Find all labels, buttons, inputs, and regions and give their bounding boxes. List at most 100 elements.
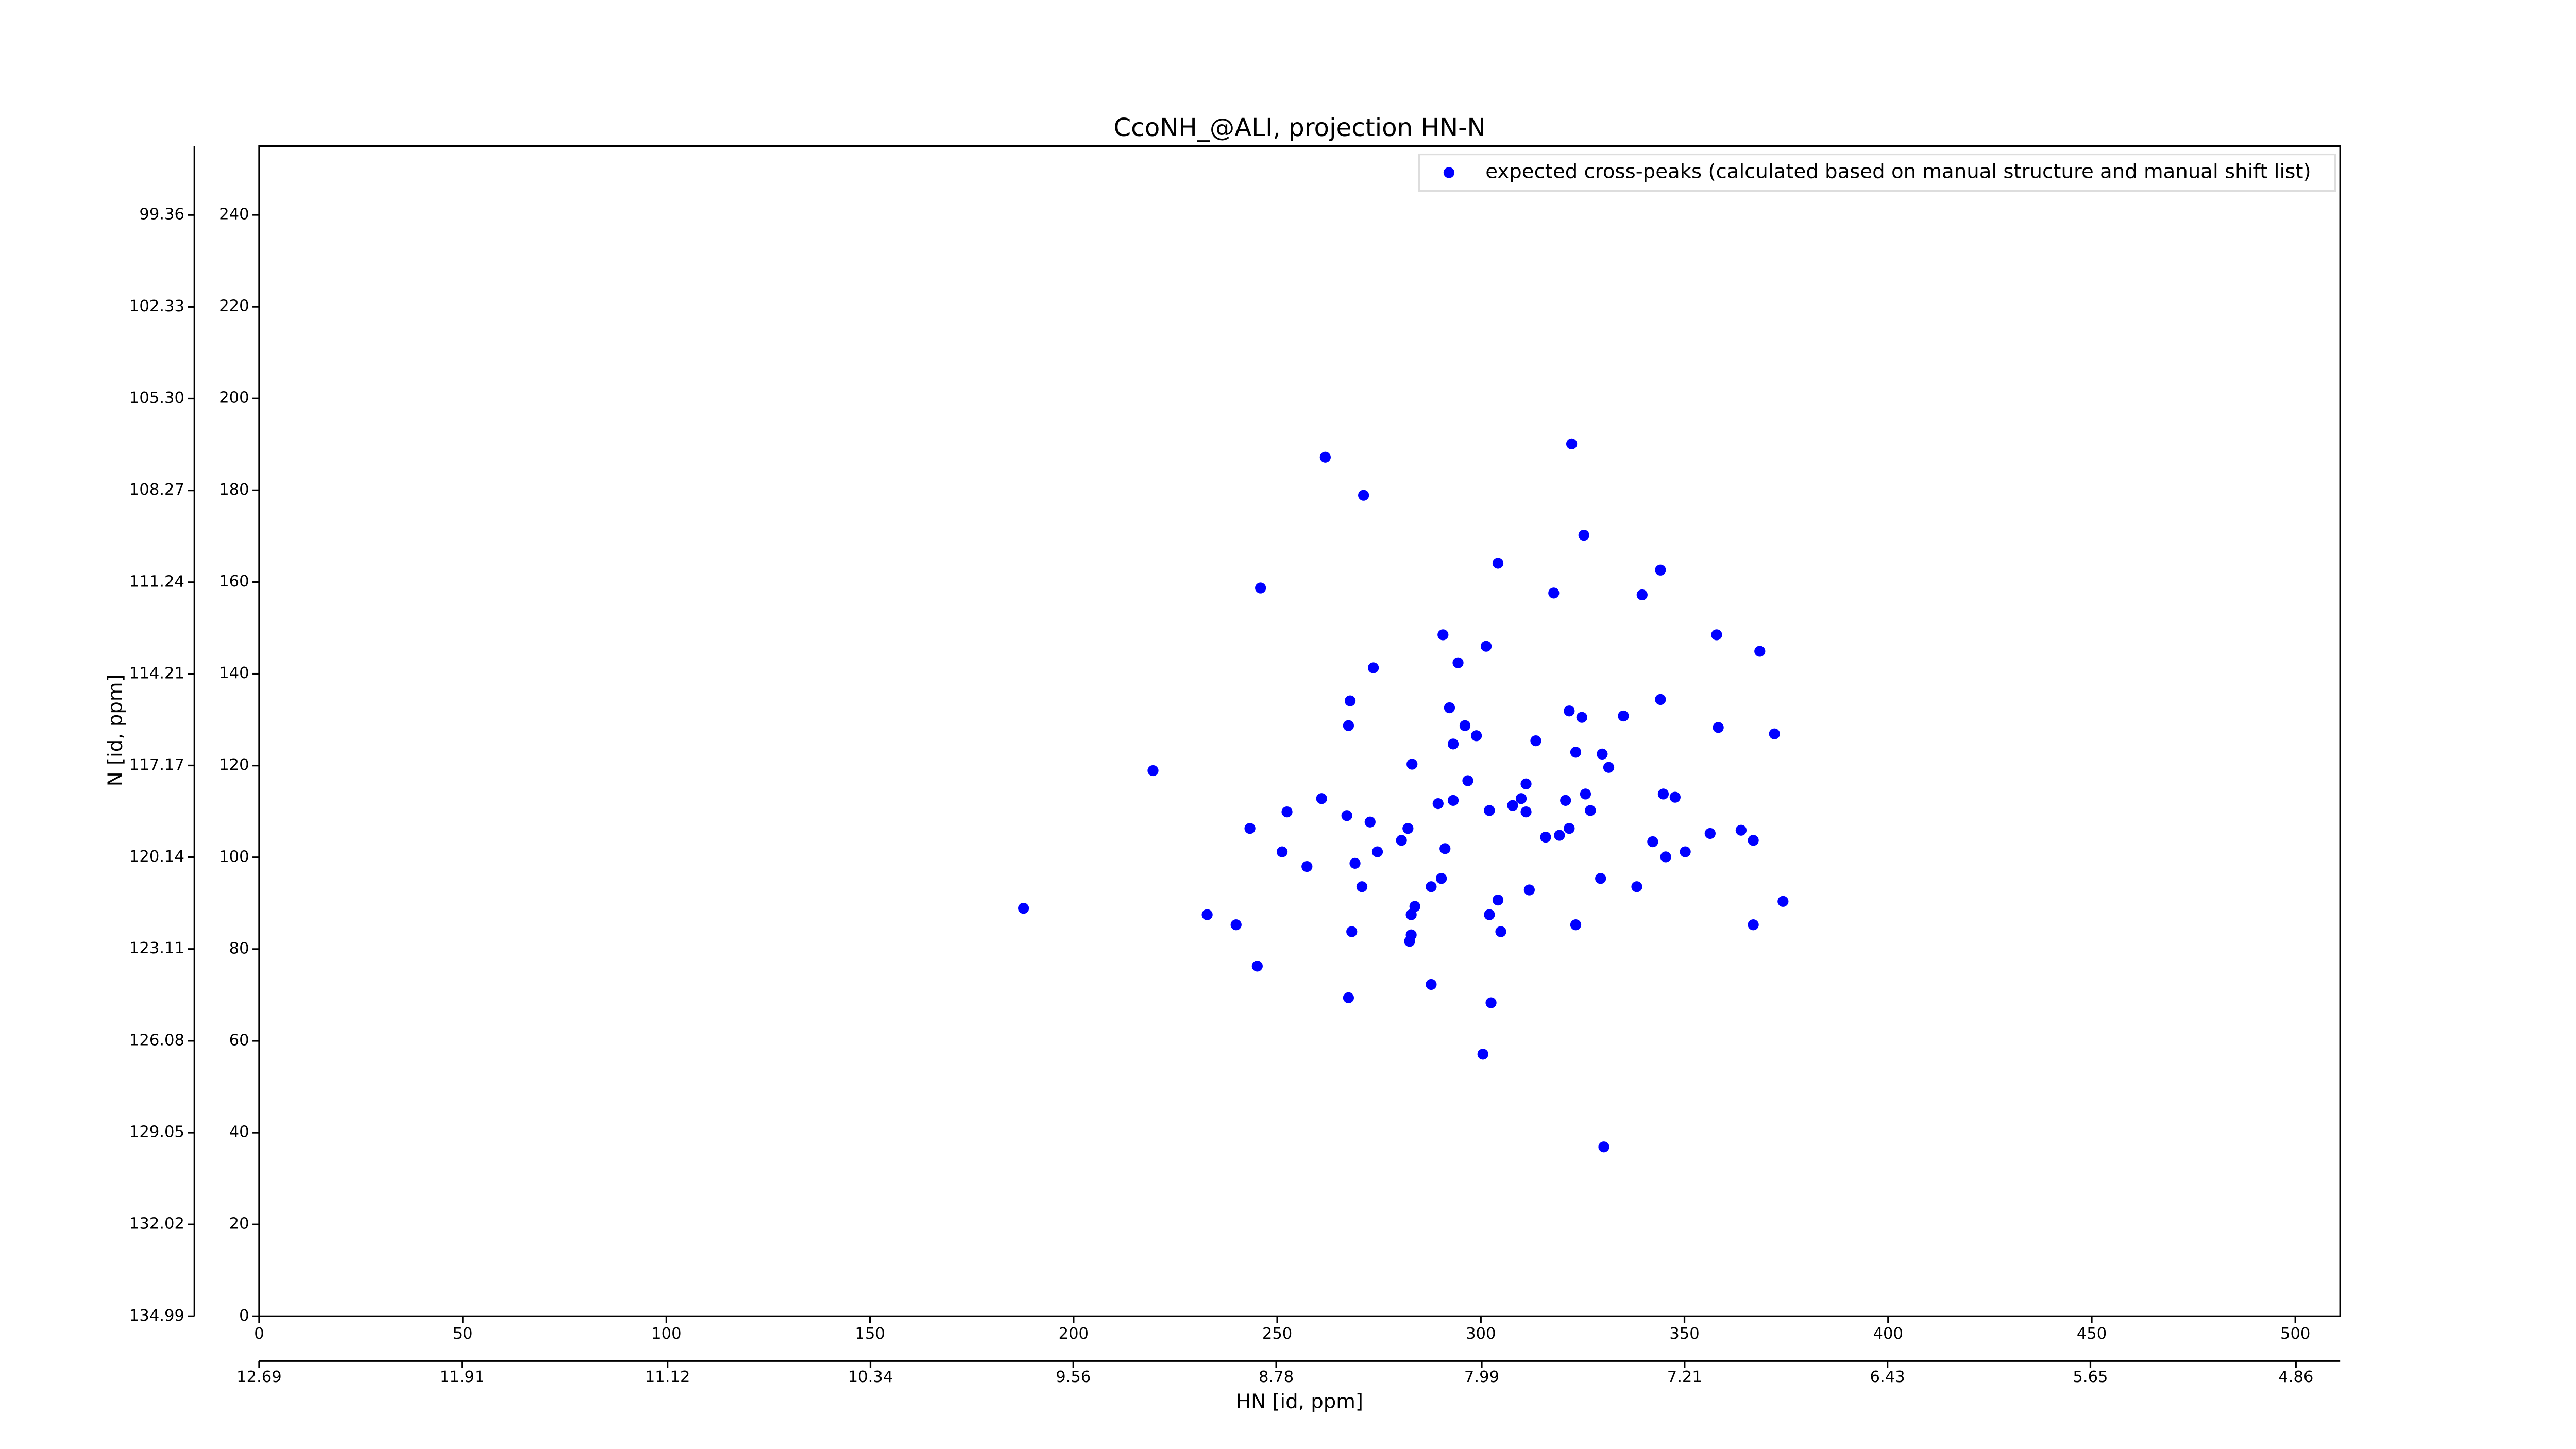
cross-peak bbox=[1748, 835, 1759, 846]
cross-peak bbox=[1597, 748, 1608, 760]
x-tick-label: 400 bbox=[1873, 1325, 1903, 1343]
cross-peak bbox=[1554, 830, 1565, 841]
y-tick-label: 40 bbox=[229, 1123, 249, 1141]
cross-peak bbox=[1396, 835, 1407, 846]
cross-peak bbox=[1346, 926, 1358, 937]
cross-peak bbox=[1495, 926, 1506, 937]
y2-tick-label: 120.14 bbox=[129, 848, 184, 866]
cross-peak bbox=[1404, 936, 1415, 947]
plot-area bbox=[258, 145, 2341, 1317]
y2-tick-label: 123.11 bbox=[129, 939, 184, 957]
cross-peak bbox=[1147, 765, 1159, 777]
cross-peak bbox=[1769, 728, 1780, 739]
cross-peak bbox=[1660, 851, 1671, 863]
x2-tick-label: 7.21 bbox=[1667, 1368, 1702, 1386]
cross-peak bbox=[1255, 582, 1266, 594]
x-tick-label: 50 bbox=[453, 1325, 473, 1343]
cross-peak bbox=[1680, 846, 1691, 857]
cross-peak bbox=[1244, 823, 1256, 834]
cross-peak bbox=[1356, 881, 1368, 892]
cross-peak bbox=[1598, 1141, 1609, 1153]
cross-peak bbox=[1462, 775, 1473, 786]
x-axis-label: HN [id, ppm] bbox=[1236, 1390, 1363, 1413]
cross-peak bbox=[1655, 694, 1666, 705]
x2-tick-label: 4.86 bbox=[2278, 1368, 2313, 1386]
cross-peak bbox=[1704, 828, 1716, 839]
y-tick-label: 180 bbox=[219, 481, 249, 499]
cross-peak bbox=[1358, 490, 1369, 501]
y2-tick-label: 105.30 bbox=[129, 389, 184, 407]
cross-peak bbox=[1580, 788, 1591, 800]
x2-tick-label: 9.56 bbox=[1056, 1368, 1091, 1386]
y2-tick-label: 132.02 bbox=[129, 1215, 184, 1233]
cross-peak bbox=[1344, 695, 1356, 706]
cross-peak bbox=[1777, 896, 1789, 907]
y-tick-label: 100 bbox=[219, 848, 249, 866]
y-tick-label: 20 bbox=[229, 1215, 249, 1233]
x-tick-label: 300 bbox=[1466, 1325, 1496, 1343]
y2-tick-label: 99.36 bbox=[139, 206, 184, 224]
cross-peak bbox=[1251, 961, 1263, 972]
cross-peak bbox=[1437, 629, 1449, 641]
cross-peak bbox=[1636, 589, 1648, 601]
cross-peak bbox=[1341, 810, 1352, 821]
cross-peak bbox=[1657, 788, 1669, 800]
cross-peak bbox=[1444, 702, 1455, 714]
cross-peak bbox=[1409, 901, 1420, 912]
cross-peak bbox=[1447, 795, 1459, 806]
cross-peak bbox=[1564, 823, 1575, 834]
x2-tick-label: 12.69 bbox=[236, 1368, 282, 1386]
cross-peak bbox=[1439, 843, 1451, 854]
cross-peak bbox=[1492, 894, 1504, 906]
cross-peak bbox=[1402, 823, 1414, 834]
cross-peak bbox=[1480, 641, 1492, 652]
y-tick-label: 160 bbox=[219, 572, 249, 591]
cross-peak bbox=[1520, 778, 1532, 789]
y2-tick-label: 108.27 bbox=[129, 481, 184, 499]
cross-peak bbox=[1319, 451, 1331, 463]
legend: expected cross-peaks (calculated based o… bbox=[1418, 153, 2336, 192]
cross-peak bbox=[1585, 805, 1596, 816]
cross-peak bbox=[1485, 997, 1497, 1008]
cross-peak bbox=[1603, 762, 1615, 773]
cross-peak bbox=[1349, 857, 1361, 869]
x-tick-label: 450 bbox=[2077, 1325, 2107, 1343]
legend-marker bbox=[1443, 167, 1455, 178]
y-tick-label: 140 bbox=[219, 664, 249, 682]
cross-peak bbox=[1492, 558, 1504, 569]
cross-peak bbox=[1426, 979, 1437, 990]
cross-peak bbox=[1520, 806, 1532, 818]
cross-peak bbox=[1507, 800, 1518, 811]
cross-peak bbox=[1566, 438, 1578, 450]
cross-peak bbox=[1435, 873, 1447, 884]
cross-peak bbox=[1230, 919, 1242, 931]
cross-peak bbox=[1432, 798, 1444, 810]
cross-peak bbox=[1470, 730, 1482, 742]
cross-peak bbox=[1276, 846, 1288, 857]
y2-tick-label: 111.24 bbox=[129, 572, 184, 591]
y-tick-label: 200 bbox=[219, 389, 249, 407]
cross-peak bbox=[1447, 738, 1459, 750]
x-tick-label: 0 bbox=[254, 1325, 264, 1343]
x-tick-label: 350 bbox=[1669, 1325, 1699, 1343]
cross-peak bbox=[1477, 1049, 1488, 1060]
cross-peak bbox=[1748, 919, 1759, 931]
cross-peak bbox=[1515, 793, 1527, 804]
cross-peak bbox=[1669, 791, 1681, 803]
y2-tick-label: 134.99 bbox=[129, 1307, 184, 1325]
cross-peak bbox=[1452, 657, 1464, 668]
x-tick-label: 500 bbox=[2280, 1325, 2310, 1343]
x-tick-label: 200 bbox=[1059, 1325, 1089, 1343]
cross-peak bbox=[1564, 705, 1575, 717]
cross-peak bbox=[1406, 759, 1418, 770]
cross-peak bbox=[1595, 873, 1606, 884]
cross-peak bbox=[1523, 884, 1535, 896]
cross-peak bbox=[1631, 881, 1642, 892]
cross-peak bbox=[1316, 793, 1327, 804]
cross-peak bbox=[1560, 795, 1571, 806]
cross-peak bbox=[1371, 846, 1383, 857]
y-tick-label: 0 bbox=[239, 1307, 249, 1325]
y2-tick-label: 114.21 bbox=[129, 664, 184, 682]
